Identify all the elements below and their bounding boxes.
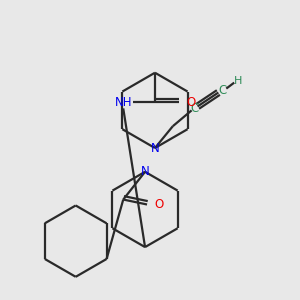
- Text: C: C: [190, 102, 199, 115]
- Text: N: N: [141, 165, 149, 178]
- Text: NH: NH: [115, 96, 132, 109]
- Text: H: H: [234, 76, 242, 85]
- Text: N: N: [151, 142, 159, 154]
- Text: O: O: [154, 198, 164, 211]
- Text: O: O: [186, 96, 195, 109]
- Text: C: C: [218, 84, 226, 97]
